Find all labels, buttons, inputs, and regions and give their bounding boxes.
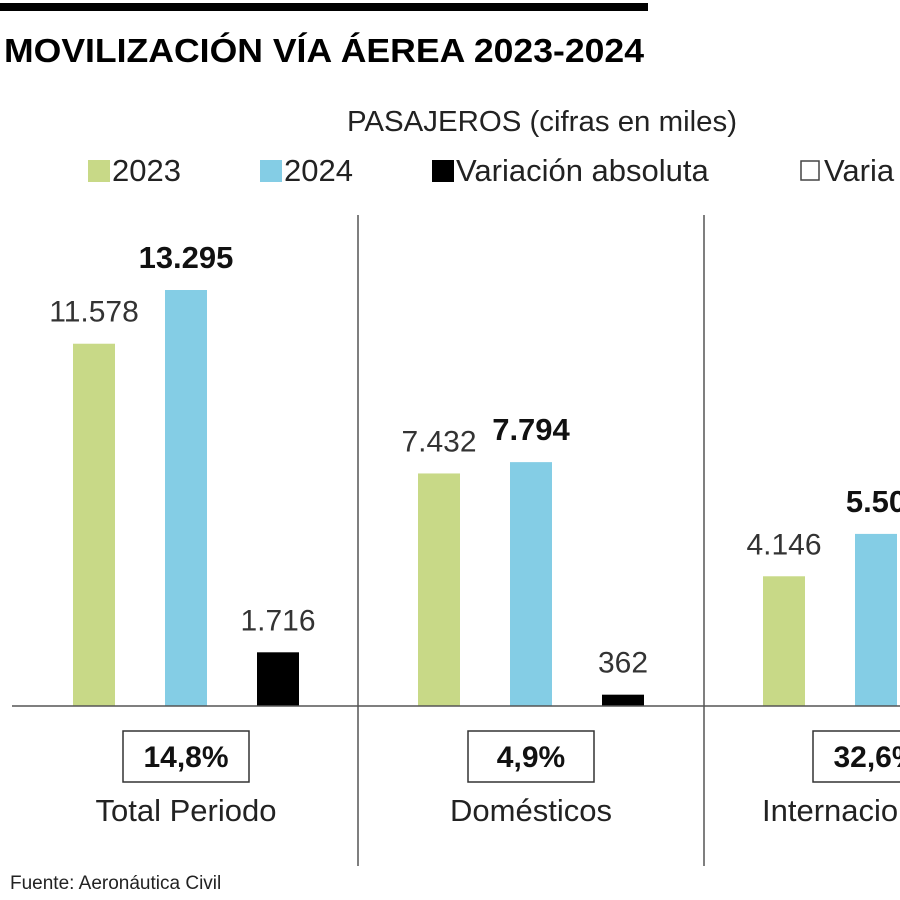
legend: 2023 2024 Variación absoluta Varia: [88, 153, 895, 188]
pct-change-label: 4,9%: [497, 741, 565, 774]
data-label: 7.432: [401, 425, 476, 458]
bar: [602, 694, 644, 706]
legend-label: Variación absoluta: [456, 153, 710, 188]
bar: [763, 576, 805, 706]
legend-swatch: [88, 160, 110, 182]
data-label: 5.50: [846, 484, 900, 519]
pct-change-label: 32,6%: [833, 741, 900, 774]
chart-subtitle: PASAJEROS (cifras en miles): [347, 106, 737, 138]
source-note: Fuente: Aeronáutica Civil: [10, 873, 221, 894]
data-label: 11.578: [49, 296, 139, 329]
pct-change-box: [812, 730, 900, 783]
bar-group: 4.146 5.50 32,6% Internacio: [746, 484, 900, 828]
bar: [73, 343, 115, 706]
data-label: 1.716: [240, 604, 315, 637]
bar: [418, 473, 460, 706]
top-rule: [0, 3, 648, 11]
category-label: Total Periodo: [96, 793, 277, 828]
pct-change-box: [122, 730, 250, 783]
category-label: Domésticos: [450, 793, 612, 828]
legend-swatch: [800, 160, 820, 181]
bar-group: 7.432 7.794 362 4,9% Domésticos: [401, 412, 648, 828]
bar: [855, 533, 897, 706]
bar: [257, 652, 299, 706]
data-label: 4.146: [746, 528, 821, 561]
data-label: 362: [598, 647, 648, 680]
category-label: Internacio: [762, 793, 898, 828]
data-label: 7.794: [492, 412, 570, 447]
pct-change-label: 14,8%: [143, 741, 228, 774]
legend-swatch: [432, 160, 454, 182]
bar: [510, 462, 552, 706]
legend-label: Varia: [824, 153, 895, 188]
pct-change-box: [467, 730, 595, 783]
chart-title: MOVILIZACIÓN VÍA ÁEREA 2023-2024: [4, 32, 645, 69]
legend-label: 2024: [284, 153, 353, 188]
legend-label: 2023: [112, 153, 181, 188]
legend-swatch: [260, 160, 282, 182]
data-label: 13.295: [139, 240, 234, 275]
bar: [165, 290, 207, 706]
